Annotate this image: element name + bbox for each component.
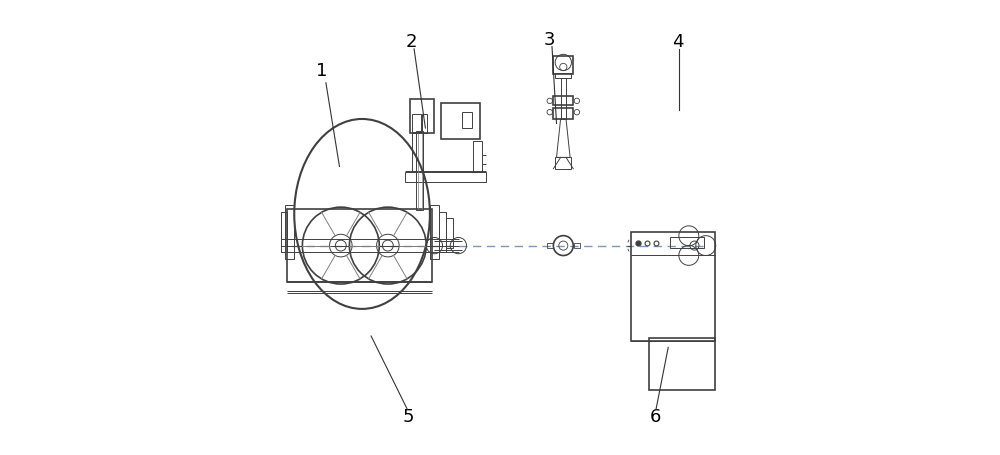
Bar: [405, 172, 486, 182]
Bar: [422, 115, 427, 132]
Bar: [649, 339, 715, 390]
Text: 3: 3: [544, 31, 555, 49]
Bar: [462, 112, 472, 128]
Bar: [281, 212, 287, 253]
Bar: [439, 212, 446, 253]
Bar: [553, 108, 573, 119]
Bar: [574, 243, 580, 248]
Bar: [553, 96, 573, 106]
Bar: [287, 209, 432, 282]
Text: 2: 2: [406, 33, 418, 51]
Bar: [631, 232, 715, 340]
Bar: [441, 103, 480, 139]
Text: 4: 4: [672, 33, 683, 51]
Bar: [473, 141, 482, 172]
Bar: [430, 205, 439, 259]
Bar: [410, 99, 434, 132]
Bar: [555, 73, 571, 78]
Bar: [412, 115, 421, 132]
Bar: [555, 157, 571, 169]
Bar: [553, 56, 573, 74]
Bar: [670, 237, 704, 248]
Bar: [412, 131, 423, 172]
Bar: [285, 205, 294, 259]
Bar: [561, 78, 566, 119]
Text: 6: 6: [649, 408, 661, 425]
Bar: [547, 243, 553, 248]
Text: 1: 1: [316, 62, 327, 81]
Bar: [416, 131, 423, 210]
Text: 5: 5: [403, 408, 414, 425]
Bar: [446, 218, 453, 248]
